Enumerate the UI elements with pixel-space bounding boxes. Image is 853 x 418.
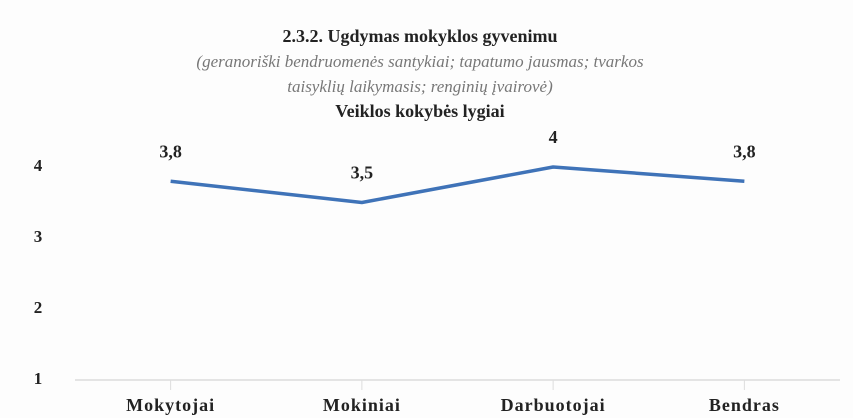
x-tick-label: Mokytojai <box>126 395 215 415</box>
chart-subtitle: taisyklių laikymasis; renginių įvairovė) <box>287 77 553 96</box>
y-tick-label: 4 <box>34 156 43 175</box>
x-tick-label: Mokiniai <box>323 395 401 415</box>
x-tick-label: Bendras <box>709 395 780 415</box>
chart-subtitle: Veiklos kokybės lygiai <box>335 101 504 121</box>
chart-title: 2.3.2. Ugdymas mokyklos gyvenimu <box>282 26 557 46</box>
data-label: 3,8 <box>733 141 756 161</box>
data-label: 4 <box>549 127 558 147</box>
chart-subtitle: (geranoriški bendruomenės santykiai; tap… <box>196 52 644 71</box>
line <box>170 165 745 205</box>
data-label: 3,5 <box>351 163 374 183</box>
y-tick-label: 2 <box>34 298 43 317</box>
y-tick-label: 3 <box>34 227 43 246</box>
x-tick-label: Darbuotojai <box>501 395 606 415</box>
data-label: 3,8 <box>159 141 182 161</box>
y-tick-label: 1 <box>34 369 43 388</box>
